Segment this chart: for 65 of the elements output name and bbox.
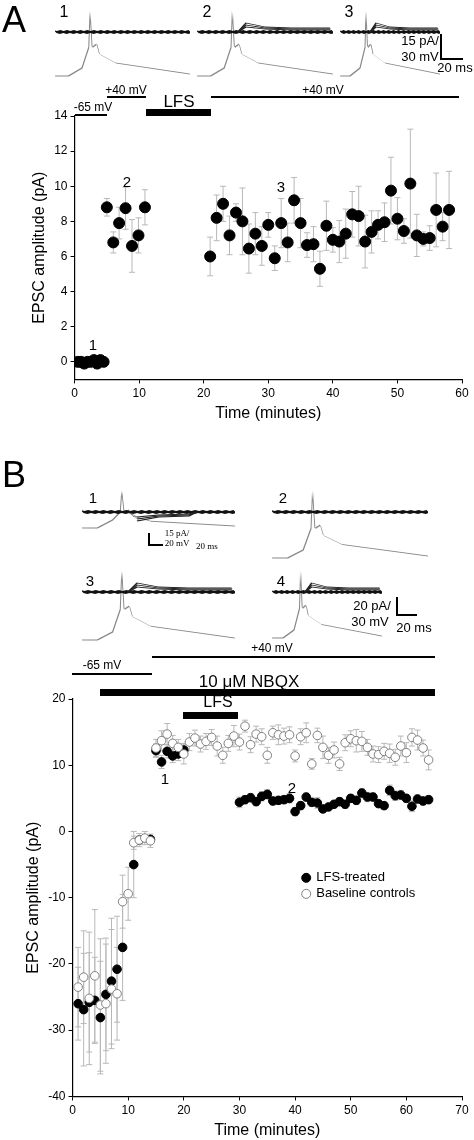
- annotation: 1: [88, 335, 98, 353]
- y-tick-label: 2: [60, 319, 68, 334]
- y-axis-title: EPSC amplitude (pA): [24, 821, 42, 974]
- legend-label: LFS-treated: [316, 869, 385, 885]
- text: 30 mV: [401, 48, 439, 64]
- annotation: 1: [160, 769, 170, 787]
- x-tick-label: 20: [177, 1102, 191, 1117]
- text: 20 ms: [396, 619, 432, 635]
- y-tick-label: 12: [54, 143, 68, 158]
- x-tick-label: 60: [455, 385, 469, 400]
- legend-label: Baseline controls: [316, 885, 416, 901]
- text: 30 mV: [351, 613, 389, 629]
- chart-title: A: [2, 0, 27, 40]
- text: 20 ms: [196, 540, 218, 551]
- annotation: 2: [287, 778, 297, 796]
- text: 15 pA/: [164, 527, 190, 538]
- text: 20 ms: [437, 59, 473, 75]
- y-tick-label: 6: [60, 248, 68, 263]
- text: 1: [59, 3, 69, 20]
- y-tick-label: 0: [58, 823, 66, 838]
- x-tick-label: 40: [288, 1102, 303, 1117]
- annotation: 2: [122, 172, 132, 190]
- y-tick-label: 4: [60, 283, 68, 298]
- text: 1: [88, 488, 98, 506]
- y-tick-label: -20: [48, 956, 66, 971]
- text: -65 mV: [73, 100, 113, 114]
- text: 2: [202, 3, 212, 20]
- y-tick-label: -10: [48, 890, 66, 905]
- x-tick-label: 50: [390, 385, 405, 400]
- x-tick-label: 10: [121, 1102, 136, 1117]
- x-axis-title: Time (minutes): [215, 403, 322, 421]
- y-tick-label: -40: [48, 1088, 66, 1103]
- annotation: 3: [276, 177, 286, 195]
- text: 10 μM NBQX: [198, 671, 300, 691]
- x-tick-label: 70: [455, 1102, 469, 1117]
- x-tick-label: 40: [326, 385, 340, 400]
- text: 3: [85, 571, 95, 589]
- y-tick-label: 0: [60, 354, 68, 369]
- text: +40 mV: [105, 83, 147, 97]
- x-tick-label: 60: [399, 1102, 414, 1117]
- y-tick-label: 8: [60, 213, 68, 228]
- x-axis-title: Time (minutes): [214, 1120, 321, 1138]
- text: LFS: [163, 91, 195, 111]
- y-tick-label: 10: [52, 757, 66, 772]
- text: 2: [278, 488, 288, 506]
- y-tick-label: -30: [48, 1022, 66, 1037]
- text: +40 mV: [251, 641, 293, 655]
- x-tick-label: 0: [71, 385, 79, 400]
- x-tick-label: 10: [132, 385, 147, 400]
- text: +40 mV: [302, 83, 344, 97]
- x-tick-label: 30: [232, 1102, 247, 1117]
- chart-title: B: [2, 454, 27, 495]
- x-tick-label: 30: [261, 385, 276, 400]
- y-axis-title: EPSC amplitude (pA): [30, 171, 48, 324]
- x-tick-label: 20: [197, 385, 211, 400]
- text: 20 mV: [164, 537, 190, 548]
- text: 3: [344, 3, 354, 20]
- y-tick-label: 20: [52, 691, 66, 706]
- y-tick-label: 14: [54, 108, 68, 123]
- text: -65 mV: [82, 658, 122, 672]
- text: 20 pA/: [353, 597, 391, 613]
- text: 15 pA/: [401, 32, 439, 48]
- y-tick-label: 10: [54, 178, 68, 193]
- text: 4: [276, 571, 286, 589]
- x-tick-label: 50: [344, 1102, 358, 1117]
